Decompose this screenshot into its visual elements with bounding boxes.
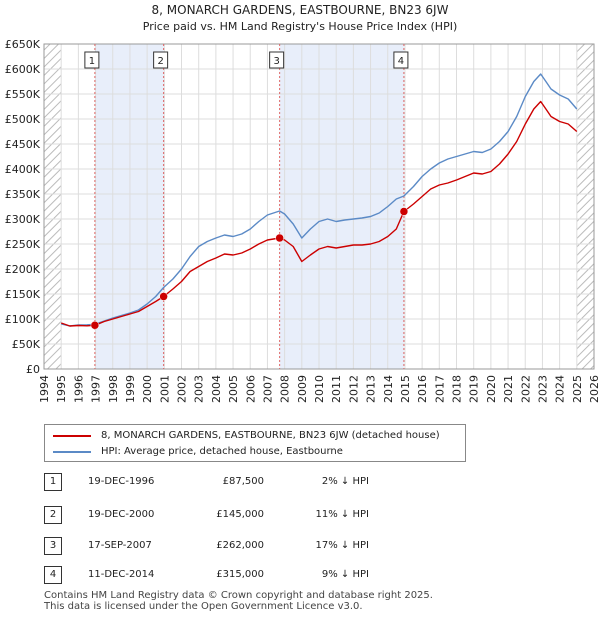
transaction-hpi: 2% ↓ HPI (321, 476, 369, 487)
x-tick-label: 2018 (451, 375, 464, 403)
annotation-label: 1 (89, 56, 95, 67)
x-tick-label: 2008 (279, 375, 292, 403)
transaction-number: 4 (44, 566, 62, 584)
x-tick-label: 2003 (193, 375, 206, 403)
x-tick-label: 2009 (296, 375, 309, 403)
hatched-region (576, 44, 594, 369)
x-tick-label: 2014 (382, 375, 395, 403)
y-tick-label: £450K (5, 138, 41, 151)
x-tick-label: 1996 (72, 375, 85, 403)
footer-licence: This data is licensed under the Open Gov… (44, 601, 363, 612)
plot-frame (43, 43, 595, 370)
annotation-label: 4 (398, 56, 404, 67)
transaction-price: £87,500 (222, 476, 264, 487)
x-tick-label: 2012 (347, 375, 360, 403)
series-line-hpi (61, 73, 578, 327)
y-tick-label: £200K (5, 263, 41, 276)
x-tick-label: 2010 (313, 375, 326, 403)
legend-swatch-property (53, 435, 91, 437)
transaction-number: 2 (44, 506, 62, 524)
transaction-number: 3 (44, 537, 62, 555)
hatched-region (44, 44, 62, 369)
x-tick-label: 2007 (261, 375, 274, 403)
y-tick-label: £100K (5, 313, 41, 326)
x-tick-label: 2013 (365, 375, 378, 403)
x-tick-label: 2017 (433, 375, 446, 403)
footer-attribution: Contains HM Land Registry data © Crown c… (44, 590, 433, 612)
transaction-price: £315,000 (216, 569, 264, 580)
x-tick-label: 2005 (227, 375, 240, 403)
x-tick-label: 2020 (485, 375, 498, 403)
x-tick-label: 2004 (210, 375, 223, 403)
annotation-box (393, 51, 409, 69)
x-tick-label: 2022 (519, 375, 532, 403)
annotation-label: 2 (157, 56, 163, 67)
chart-subtitle: Price paid vs. HM Land Registry's House … (143, 20, 458, 33)
annotation-label: 3 (273, 56, 279, 67)
y-tick-label: £0 (26, 363, 40, 376)
legend: 8, MONARCH GARDENS, EASTBOURNE, BN23 6JW… (44, 424, 466, 462)
y-tick-label: £550K (5, 88, 41, 101)
x-tick-label: 1995 (55, 375, 68, 403)
x-tick-label: 2025 (571, 375, 584, 403)
x-tick-label: 2021 (502, 375, 515, 403)
y-tick-label: £400K (5, 163, 41, 176)
shaded-period (279, 44, 404, 369)
sale-point (90, 321, 100, 330)
annotation-box (269, 51, 285, 69)
transaction-price: £262,000 (216, 540, 264, 551)
y-tick-label: £150K (5, 288, 41, 301)
x-tick-label: 2015 (399, 375, 412, 403)
price-chart: 8, MONARCH GARDENS, EASTBOURNE, BN23 6JW… (5, 3, 600, 403)
transaction-date: 17-SEP-2007 (88, 540, 152, 551)
sale-point (399, 207, 409, 216)
sale-point (275, 233, 284, 243)
series-line-property (60, 100, 578, 327)
sale-point (159, 292, 168, 301)
y-tick-label: £650K (5, 38, 41, 51)
y-tick-label: £250K (5, 238, 41, 251)
transaction-hpi: 9% ↓ HPI (321, 569, 369, 580)
y-tick-label: £500K (5, 113, 41, 126)
y-tick-label: £600K (5, 63, 41, 76)
transaction-hpi: 17% ↓ HPI (315, 540, 369, 551)
transaction-hpi: 11% ↓ HPI (315, 509, 369, 520)
y-tick-label: £350K (5, 188, 41, 201)
transaction-price: £145,000 (216, 509, 264, 520)
transaction-date: 19-DEC-2000 (88, 509, 155, 520)
annotation-box (153, 51, 169, 69)
x-tick-label: 1997 (90, 375, 103, 403)
transaction-number: 1 (44, 473, 62, 491)
annotation-box (84, 51, 100, 69)
legend-label-property: 8, MONARCH GARDENS, EASTBOURNE, BN23 6JW… (101, 430, 440, 441)
x-tick-label: 2000 (141, 375, 154, 403)
x-tick-label: 2026 (588, 375, 600, 403)
x-tick-label: 1998 (107, 375, 120, 403)
x-tick-label: 2019 (468, 375, 481, 403)
y-tick-label: £50K (12, 338, 41, 351)
x-tick-label: 2023 (536, 375, 549, 403)
x-tick-label: 2006 (244, 375, 257, 403)
y-tick-label: £300K (5, 213, 41, 226)
x-tick-label: 2011 (330, 375, 343, 403)
transaction-date: 19-DEC-1996 (88, 476, 155, 487)
footer-copyright: Contains HM Land Registry data © Crown c… (44, 590, 433, 601)
transaction-date: 11-DEC-2014 (88, 569, 155, 580)
x-tick-label: 1999 (124, 375, 137, 403)
x-tick-label: 1994 (38, 375, 51, 403)
x-tick-label: 2024 (554, 375, 567, 403)
legend-label-hpi: HPI: Average price, detached house, East… (101, 446, 343, 457)
x-tick-label: 2001 (158, 375, 171, 403)
x-tick-label: 2002 (176, 375, 189, 403)
legend-swatch-hpi (53, 451, 91, 453)
chart-title: 8, MONARCH GARDENS, EASTBOURNE, BN23 6JW (152, 3, 449, 17)
x-tick-label: 2016 (416, 375, 429, 403)
